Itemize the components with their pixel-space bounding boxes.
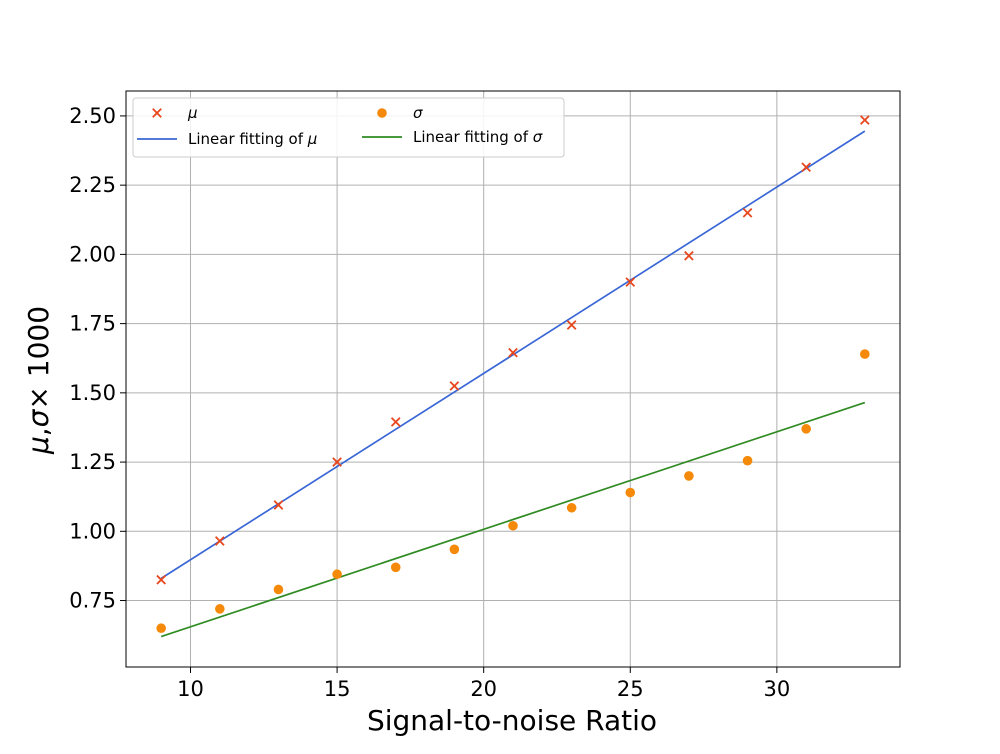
x-tick-label: 30 (763, 677, 790, 701)
y-tick-label: 1.25 (69, 450, 116, 474)
sigma-point (566, 502, 577, 513)
grid (126, 91, 900, 667)
mu-point (742, 208, 753, 218)
legend-sigma-marker (377, 108, 387, 118)
sigma-point (508, 520, 518, 531)
x-tick-label: 10 (177, 677, 204, 701)
sigma-point (860, 349, 870, 359)
mu-point (273, 500, 284, 510)
plot-frame (125, 90, 901, 668)
mu-point (508, 347, 518, 358)
sigma-point (801, 424, 811, 434)
y-tick-label: 2.00 (69, 242, 116, 266)
sigma-point (273, 584, 284, 595)
x-tick-label: 25 (617, 677, 644, 701)
sigma-point (742, 455, 753, 466)
legend-mu-marker (152, 108, 162, 118)
mu-point (449, 381, 460, 391)
y-axis-label: μ,σ× 1000 (22, 306, 55, 455)
mu-point (625, 277, 636, 287)
sigma-point (332, 569, 342, 580)
y-tick-label: 1.50 (69, 381, 116, 405)
mu-point (859, 115, 870, 125)
legend-label: Linear fitting of μ (188, 130, 317, 148)
sigma-point (390, 562, 401, 573)
mu-point (801, 162, 812, 172)
y-tick-label: 2.25 (69, 173, 116, 197)
legend-entries: μ Linear fitting of μ σ Linear fitting of σ (137, 104, 543, 148)
mu-point (156, 574, 167, 585)
y-tick-label: 1.00 (69, 519, 116, 543)
mu-point (566, 320, 577, 330)
sigma-fit-line (160, 401, 866, 638)
legend-label: Linear fitting of σ (413, 128, 543, 146)
plot-series (156, 115, 870, 638)
mu-fit-line (160, 130, 866, 580)
x-tick-label: 15 (324, 677, 351, 701)
mu-point (214, 536, 225, 546)
y-tick-label: 1.75 (69, 312, 116, 336)
mu-point (684, 250, 694, 261)
y-tick-label: 0.75 (69, 589, 116, 613)
mu-point (390, 417, 401, 427)
legend-label: μ (187, 104, 198, 122)
sigma-point (684, 471, 694, 481)
axis-ticks: 10 15 20 25 30 0.75 1.00 1.25 1.50 1.75 2.00 2.25 2.… (69, 104, 790, 701)
sigma-point (625, 487, 636, 498)
sigma-point (449, 544, 460, 555)
y-tick-label: 2.50 (69, 104, 116, 128)
sigma-point (215, 604, 225, 614)
legend-box (132, 97, 565, 158)
x-tick-label: 20 (470, 677, 497, 701)
sigma-point (156, 623, 166, 634)
x-axis-label: Signal-to-noise Ratio (367, 704, 657, 737)
legend-label: σ (413, 104, 423, 122)
legend: μ Linear fitting of μ σ Linear fitting of σ (132, 97, 565, 158)
mu-point (332, 457, 342, 467)
